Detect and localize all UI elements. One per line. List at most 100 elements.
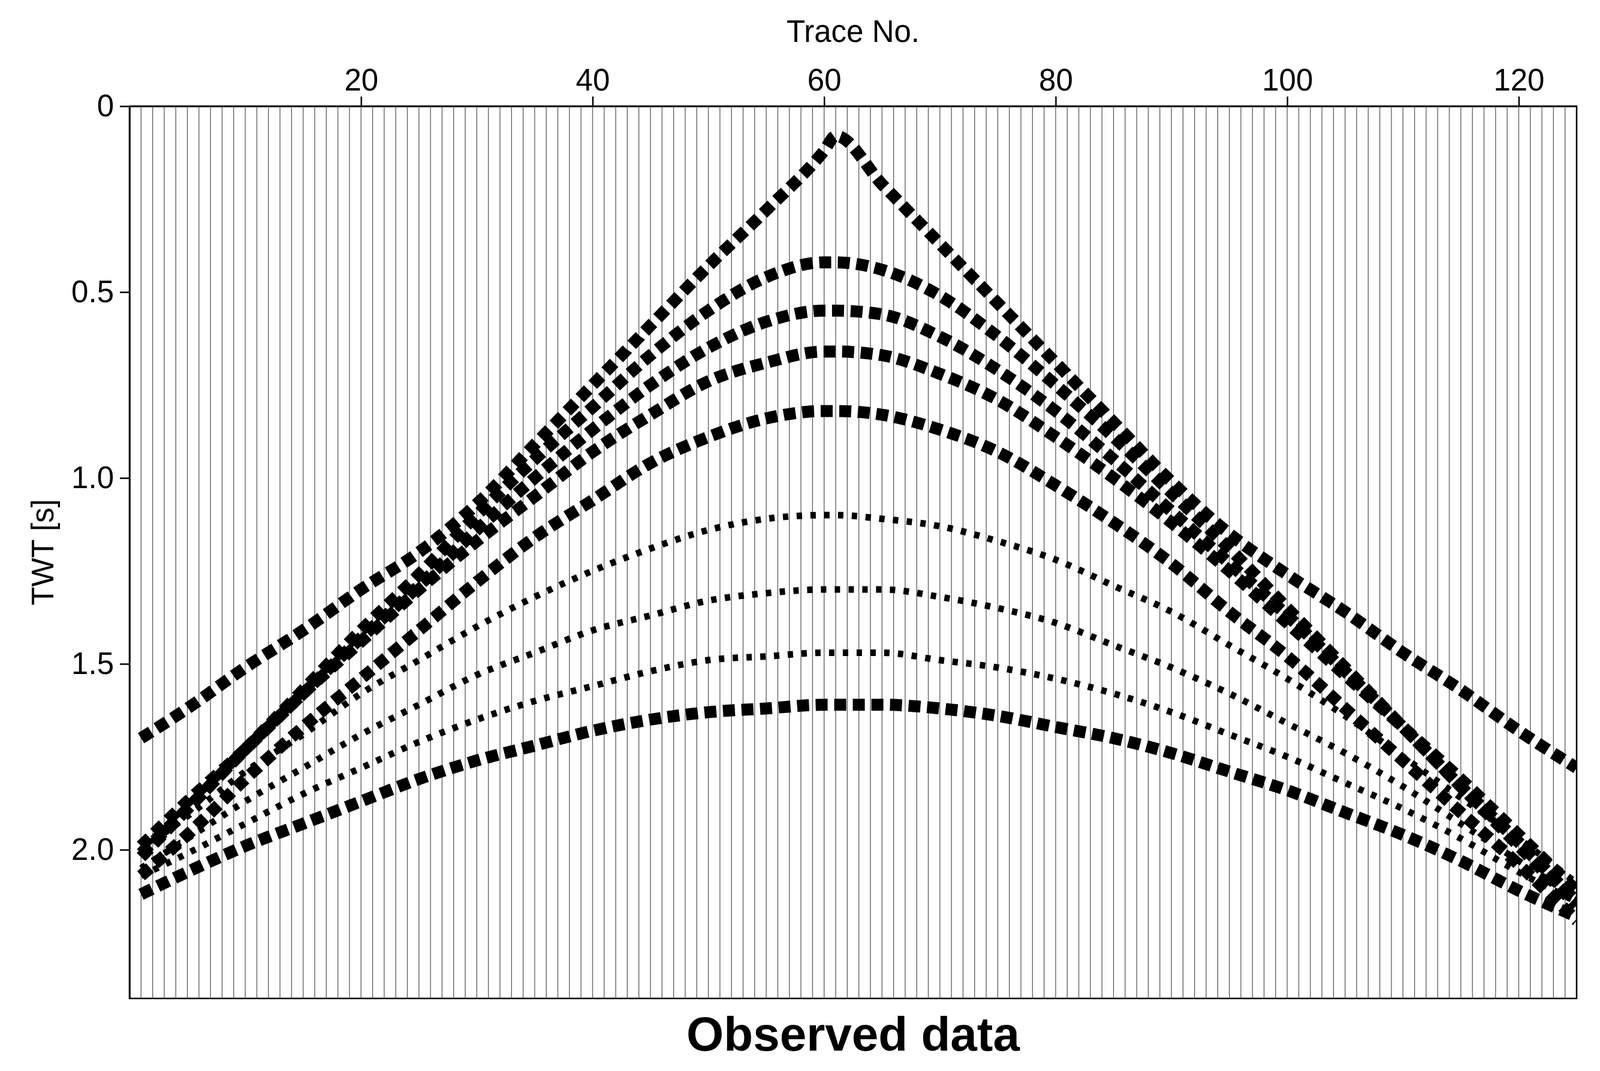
trace-line — [568, 106, 570, 999]
trace-line — [985, 106, 987, 999]
trace-line — [580, 106, 582, 999]
trace-line — [603, 106, 605, 999]
trace-line — [326, 106, 327, 999]
trace-line — [407, 106, 408, 999]
trace-line — [1055, 106, 1056, 999]
trace-line — [291, 106, 292, 999]
trace-line — [360, 106, 362, 999]
y-axis-line — [128, 106, 131, 999]
trace-line — [835, 106, 836, 999]
y-axis-title: TWT [s] — [25, 498, 60, 606]
trace-lines — [140, 106, 1577, 999]
y-tick-mark — [119, 291, 130, 294]
trace-line — [302, 106, 304, 999]
trace-line — [1078, 106, 1080, 999]
trace-line — [766, 106, 767, 999]
x-tick: 120 — [1493, 62, 1545, 107]
event-line — [140, 652, 1577, 902]
x-tick-mark — [823, 96, 826, 107]
trace-line — [731, 106, 732, 999]
trace-line — [221, 106, 223, 999]
trace-line — [788, 106, 790, 999]
trace-line — [383, 106, 385, 999]
y-tick-mark — [119, 663, 130, 665]
trace-line — [1067, 106, 1068, 999]
trace-line — [175, 106, 177, 999]
trace-line — [684, 106, 686, 999]
trace-line — [1321, 106, 1322, 999]
trace-line — [1008, 106, 1010, 999]
trace-line — [1228, 106, 1230, 999]
trace-line — [951, 106, 952, 999]
trace-line — [1448, 106, 1450, 999]
x-tick: 80 — [1038, 62, 1074, 107]
trace-line — [1089, 106, 1091, 999]
trace-line — [1136, 106, 1137, 999]
trace-line — [858, 106, 860, 999]
chart: 2040608010012000.51.01.52.0Trace No.TWT … — [0, 0, 1600, 1071]
trace-line — [869, 106, 871, 999]
trace-line — [337, 106, 339, 999]
trace-line — [372, 106, 373, 999]
x-tick-label: 20 — [344, 62, 379, 98]
trace-line — [1414, 106, 1415, 999]
trace-line — [615, 106, 616, 999]
x-tick-mark — [360, 96, 363, 107]
trace-line — [1032, 106, 1033, 999]
trace-line — [754, 106, 755, 999]
x-tick-mark — [1286, 96, 1289, 107]
trace-line — [267, 106, 269, 999]
trace-line — [847, 106, 848, 999]
trace-line — [707, 106, 709, 999]
trace-line — [244, 106, 246, 999]
trace-line — [800, 106, 801, 999]
x-tick-mark — [1518, 96, 1521, 107]
x-tick-label: 40 — [576, 62, 611, 98]
x-tick-label: 100 — [1261, 62, 1313, 98]
x-tick: 100 — [1261, 62, 1313, 107]
trace-line — [1402, 106, 1404, 999]
trace-line — [1483, 106, 1485, 999]
y-tick-mark — [119, 477, 130, 479]
trace-line — [233, 106, 234, 999]
trace-line — [1113, 106, 1114, 999]
event-line — [140, 136, 1577, 768]
trace-line — [916, 106, 918, 999]
trace-line — [476, 106, 478, 999]
trace-line — [279, 106, 280, 999]
x-tick: 40 — [576, 62, 611, 107]
chart-title: Observed data — [686, 1007, 1020, 1061]
trace-line — [997, 106, 999, 999]
trace-line — [1379, 106, 1380, 999]
trace-line — [1170, 106, 1172, 999]
trace-line — [1020, 106, 1021, 999]
trace-line — [314, 106, 315, 999]
plot-frame — [129, 106, 1577, 999]
y-tick-label: 2.0 — [71, 832, 114, 867]
trace-line — [348, 106, 350, 999]
trace-line — [557, 106, 559, 999]
x-tick: 20 — [344, 62, 379, 107]
trace-line — [1495, 106, 1496, 999]
trace-line — [696, 106, 698, 999]
x-tick: 60 — [807, 62, 842, 107]
trace-line — [1182, 106, 1184, 999]
trace-line — [1101, 106, 1103, 999]
y-tick-label: 1.0 — [71, 460, 114, 495]
trace-line — [1553, 106, 1554, 999]
trace-line — [163, 106, 165, 999]
trace-line — [777, 106, 779, 999]
trace-line — [974, 106, 975, 999]
trace-line — [487, 106, 489, 999]
trace-line — [1564, 106, 1566, 999]
plot-area — [140, 106, 1577, 999]
trace-line — [1194, 106, 1195, 999]
y-tick: 1.5 — [71, 646, 130, 681]
x-tick-mark — [1055, 96, 1057, 107]
x-axis: 20 40 60 80 100 120 — [130, 62, 1578, 107]
trace-line — [1205, 106, 1207, 999]
trace-line — [256, 106, 258, 999]
y-tick: 2.0 — [71, 832, 130, 867]
trace-line — [187, 106, 188, 999]
event-line — [140, 704, 1577, 916]
